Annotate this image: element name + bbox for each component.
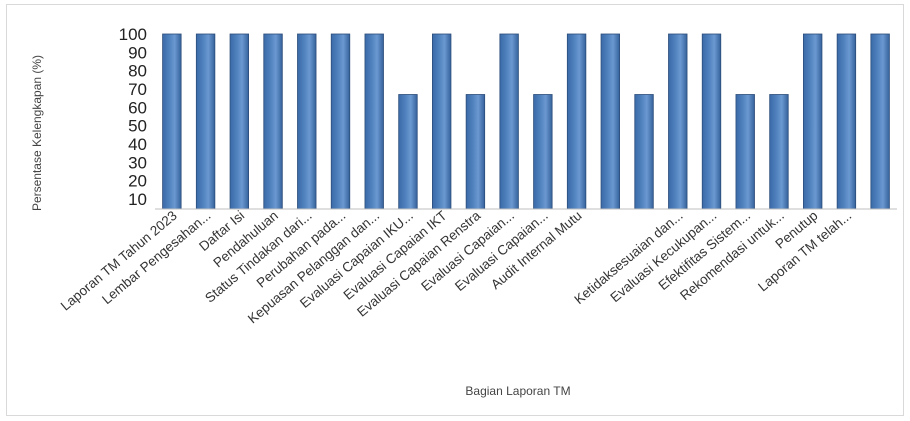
bar <box>566 33 587 210</box>
bar <box>398 94 418 210</box>
bar <box>600 33 620 210</box>
bar <box>297 33 317 210</box>
y-tick-label: 80 <box>128 62 147 81</box>
bar <box>195 33 216 210</box>
y-tick-label: 70 <box>128 80 147 99</box>
bar <box>162 33 182 210</box>
bar <box>533 94 553 210</box>
y-tick-label: 100 <box>119 25 147 44</box>
bar <box>465 94 486 210</box>
bar <box>803 33 823 210</box>
bar <box>364 33 384 210</box>
y-tick-label: 30 <box>128 153 147 172</box>
y-axis-title: Persentase Kelengkapan (%) <box>30 55 44 211</box>
bar <box>499 33 519 210</box>
bar <box>330 33 351 210</box>
bar <box>769 94 789 210</box>
bar <box>870 33 890 210</box>
y-tick-label: 90 <box>128 43 147 62</box>
bar <box>836 33 857 210</box>
bar <box>735 94 755 210</box>
y-tick-label: 10 <box>128 190 147 209</box>
x-axis-title: Bagian Laporan TM <box>465 384 570 398</box>
y-tick-label: 40 <box>128 135 147 154</box>
bar <box>701 33 722 210</box>
bar <box>263 33 283 210</box>
y-tick-label: 60 <box>128 98 147 117</box>
bar <box>432 33 452 210</box>
bar <box>229 33 249 210</box>
y-tick-label: 20 <box>128 172 147 191</box>
bar <box>634 94 654 210</box>
bars <box>162 33 890 210</box>
bar <box>668 33 688 210</box>
y-tick-label: 50 <box>128 117 147 136</box>
chart-frame: 10 20 30 40 50 60 70 80 90 100 Laporan TM Tahun 2… <box>6 4 904 416</box>
